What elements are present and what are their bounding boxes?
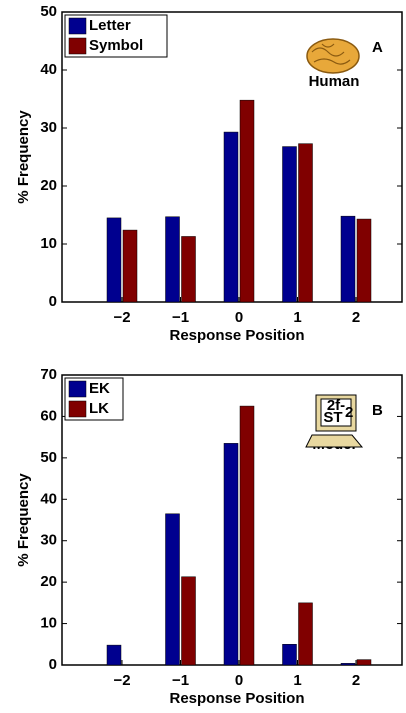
legend-label: EK bbox=[89, 380, 110, 397]
bar bbox=[298, 602, 313, 666]
brain-folds bbox=[311, 43, 351, 65]
x-tick-label: 1 bbox=[293, 309, 301, 326]
y-tick-label: 40 bbox=[40, 490, 57, 507]
y-tick-label: 0 bbox=[49, 293, 57, 310]
computer-screen bbox=[320, 398, 352, 427]
bar bbox=[340, 663, 356, 666]
x-tick-label: −1 bbox=[172, 309, 189, 326]
x-tick-label: 0 bbox=[235, 672, 243, 689]
bar bbox=[282, 644, 297, 666]
y-tick-label: 50 bbox=[40, 3, 57, 20]
bar bbox=[122, 229, 138, 303]
bar bbox=[239, 405, 255, 666]
bar bbox=[340, 215, 356, 303]
bar bbox=[223, 131, 239, 303]
bar bbox=[181, 236, 196, 303]
x-tick-label: 2 bbox=[352, 309, 360, 326]
icon-label: Human bbox=[309, 73, 360, 90]
y-tick-label: 50 bbox=[40, 449, 57, 466]
x-tick-label: 0 bbox=[235, 309, 243, 326]
y-tick-label: 10 bbox=[40, 615, 57, 632]
legend-label: LK bbox=[89, 400, 109, 417]
y-tick-label: 20 bbox=[40, 177, 57, 194]
legend: Letter Symbol bbox=[64, 14, 168, 58]
legend-swatch bbox=[68, 17, 87, 35]
y-tick-label: 40 bbox=[40, 61, 57, 78]
panel-letter: A bbox=[372, 39, 383, 56]
bar bbox=[223, 443, 239, 666]
legend-swatch bbox=[68, 380, 87, 398]
x-axis-label: Response Position bbox=[169, 327, 304, 344]
legend-swatch bbox=[68, 37, 87, 55]
bar bbox=[282, 146, 297, 303]
y-tick-label: 30 bbox=[40, 532, 57, 549]
bar bbox=[106, 644, 122, 666]
bar bbox=[165, 216, 180, 303]
legend: EK LK bbox=[64, 377, 124, 421]
bar bbox=[106, 217, 122, 303]
computer-keyboard bbox=[305, 434, 364, 448]
legend-swatch bbox=[68, 400, 87, 418]
bar bbox=[356, 218, 372, 303]
icon-text: ST bbox=[323, 409, 342, 426]
bar bbox=[298, 143, 313, 303]
bar bbox=[239, 99, 255, 303]
y-tick-label: 0 bbox=[49, 656, 57, 673]
y-tick-label: 20 bbox=[40, 573, 57, 590]
x-tick-label: −2 bbox=[113, 672, 130, 689]
bar bbox=[181, 576, 196, 666]
y-tick-label: 70 bbox=[40, 366, 57, 383]
x-tick-label: −2 bbox=[113, 309, 130, 326]
x-axis-label: Response Position bbox=[169, 690, 304, 707]
legend-label: Symbol bbox=[89, 37, 143, 54]
x-tick-label: 1 bbox=[293, 672, 301, 689]
y-tick-label: 10 bbox=[40, 235, 57, 252]
legend-box bbox=[64, 14, 168, 58]
y-tick-label: 60 bbox=[40, 407, 57, 424]
icon-text: 2 bbox=[345, 404, 353, 421]
y-tick-label: 30 bbox=[40, 119, 57, 136]
x-tick-label: −1 bbox=[172, 672, 189, 689]
panel-letter: B bbox=[372, 402, 383, 419]
bar bbox=[165, 513, 180, 666]
bar bbox=[356, 659, 372, 666]
x-tick-label: 2 bbox=[352, 672, 360, 689]
icon-text: 2f- bbox=[327, 397, 345, 414]
y-axis-label: % Frequency bbox=[15, 473, 32, 567]
legend-label: Letter bbox=[89, 17, 131, 34]
y-axis-label: % Frequency bbox=[15, 110, 32, 204]
